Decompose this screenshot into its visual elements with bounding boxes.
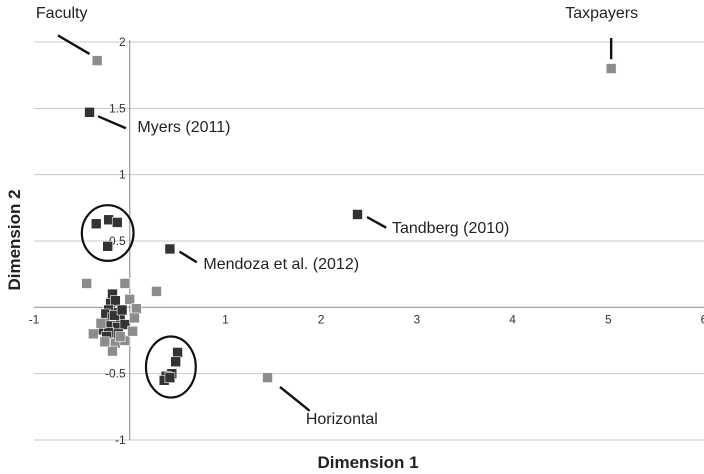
annotation-label-2: Myers (2011): [137, 119, 230, 136]
point-s0-7: [172, 347, 183, 358]
y-tick-label-0: -1: [115, 433, 126, 447]
x-tick-label-6: 5: [605, 312, 612, 326]
point-s1-1: [605, 63, 617, 74]
point-s1-13: [107, 345, 118, 357]
annotation-label-4: Mendoza et al. (2012): [203, 256, 359, 273]
point-s1-5: [151, 286, 162, 297]
cluster-ellipse-0: [80, 204, 135, 262]
point-s0-8: [170, 356, 181, 368]
point-s0-26: [119, 319, 131, 330]
y-axis-title: Dimension 2: [5, 189, 24, 290]
y-tick-labels: -1 -0.5 0.5 1 1.5 2: [105, 35, 126, 447]
point-s1-3: [81, 278, 92, 289]
point-s1-15: [129, 312, 140, 324]
x-tick-label-2: 1: [222, 312, 229, 326]
x-axis-title: Dimension 1: [317, 453, 418, 472]
point-s1-0: [91, 55, 103, 66]
point-s0-0: [84, 107, 95, 118]
x-tick-label-7: 6: [701, 312, 704, 326]
point-s0-12: [164, 372, 176, 383]
annotation-label-3: Tandberg (2010): [392, 220, 509, 237]
point-s1-16: [114, 331, 126, 342]
point-s0-15: [110, 295, 121, 307]
point-s1-8: [88, 328, 99, 340]
annotations: Faculty Taxpayers Myers (2011) Tandberg (20…: [36, 5, 638, 428]
point-s1-12: [127, 325, 138, 337]
point-s0-27: [109, 309, 120, 321]
point-s0-2: [352, 209, 363, 220]
gridlines: [34, 41, 704, 441]
cluster-ellipses: [80, 204, 197, 399]
point-s0-5: [111, 217, 123, 228]
annotation-line-0: [57, 34, 91, 55]
x-tick-label-4: 3: [414, 312, 421, 326]
point-s1-4: [119, 278, 131, 289]
point-s0-1: [164, 243, 176, 255]
cluster-ellipse-1: [144, 335, 197, 399]
annotation-line-3: [366, 216, 387, 229]
annotation-line-5: [279, 385, 311, 412]
point-s0-28: [116, 304, 128, 316]
point-s1-2: [262, 372, 273, 383]
y-tick-label-1: -0.5: [105, 367, 126, 381]
annotation-label-0: Faculty: [36, 5, 88, 22]
y-tick-label-6: 2: [119, 35, 126, 49]
point-s1-14: [99, 336, 111, 348]
data-points: [81, 55, 617, 386]
x-tick-label-5: 4: [509, 312, 516, 326]
annotation-line-4: [178, 250, 198, 264]
point-s0-6: [102, 241, 113, 252]
y-tick-label-4: 1: [119, 168, 126, 182]
axes: [34, 40, 704, 440]
annotation-label-1: Taxpayers: [565, 5, 638, 22]
x-tick-label-3: 2: [318, 312, 325, 326]
point-s0-3: [90, 218, 102, 230]
point-s1-9: [95, 317, 107, 329]
point-s1-6: [124, 294, 136, 305]
annotation-line-2: [97, 115, 127, 130]
y-tick-label-5: 1.5: [109, 101, 126, 115]
point-s1-7: [131, 303, 142, 314]
annotation-label-5: Horizontal: [306, 411, 378, 428]
x-tick-label-0: -1: [29, 312, 40, 326]
x-tick-labels: -1 1 2 3 4 5 6: [29, 312, 704, 326]
y-tick-label-3: 0.5: [109, 234, 126, 248]
